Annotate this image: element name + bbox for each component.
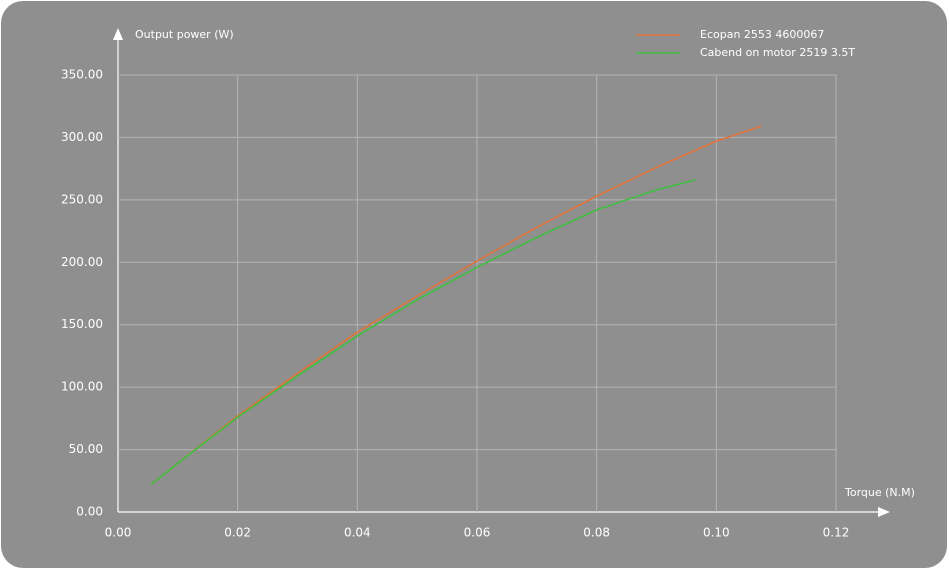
legend-label: Ecopan 2553 4600067 [700,28,824,41]
y-tick-label: 100.00 [61,380,103,394]
x-axis-arrow [878,507,890,517]
grid [118,74,837,512]
legend: Ecopan 2553 4600067 Cabend on motor 2519 … [636,28,855,59]
x-tick-label: 0.10 [703,526,730,540]
y-tick-label: 250.00 [61,192,103,206]
x-tick-label: 0.08 [583,526,610,540]
y-axis-title: Output power (W) [135,28,234,41]
x-tick-label: 0.02 [224,526,251,540]
y-tick-label: 300.00 [61,130,103,144]
x-tick-label: 0.04 [344,526,371,540]
y-tick-label: 200.00 [61,255,103,269]
x-tick-label: 0.06 [464,526,491,540]
y-tick-label: 150.00 [61,317,103,331]
legend-label: Cabend on motor 2519 3.5T [700,46,855,59]
x-tick-label: 0.12 [823,526,850,540]
y-axis-arrow [113,28,123,40]
y-tick-label: 350.00 [61,68,103,82]
series-line [150,125,762,486]
x-axis-title: Torque (N.M) [844,486,915,499]
y-tick-label: 50.00 [69,442,103,456]
y-tick-label: 0.00 [76,505,103,519]
x-tick-label: 0.00 [105,526,132,540]
plot [150,125,762,486]
series-line [150,179,696,486]
